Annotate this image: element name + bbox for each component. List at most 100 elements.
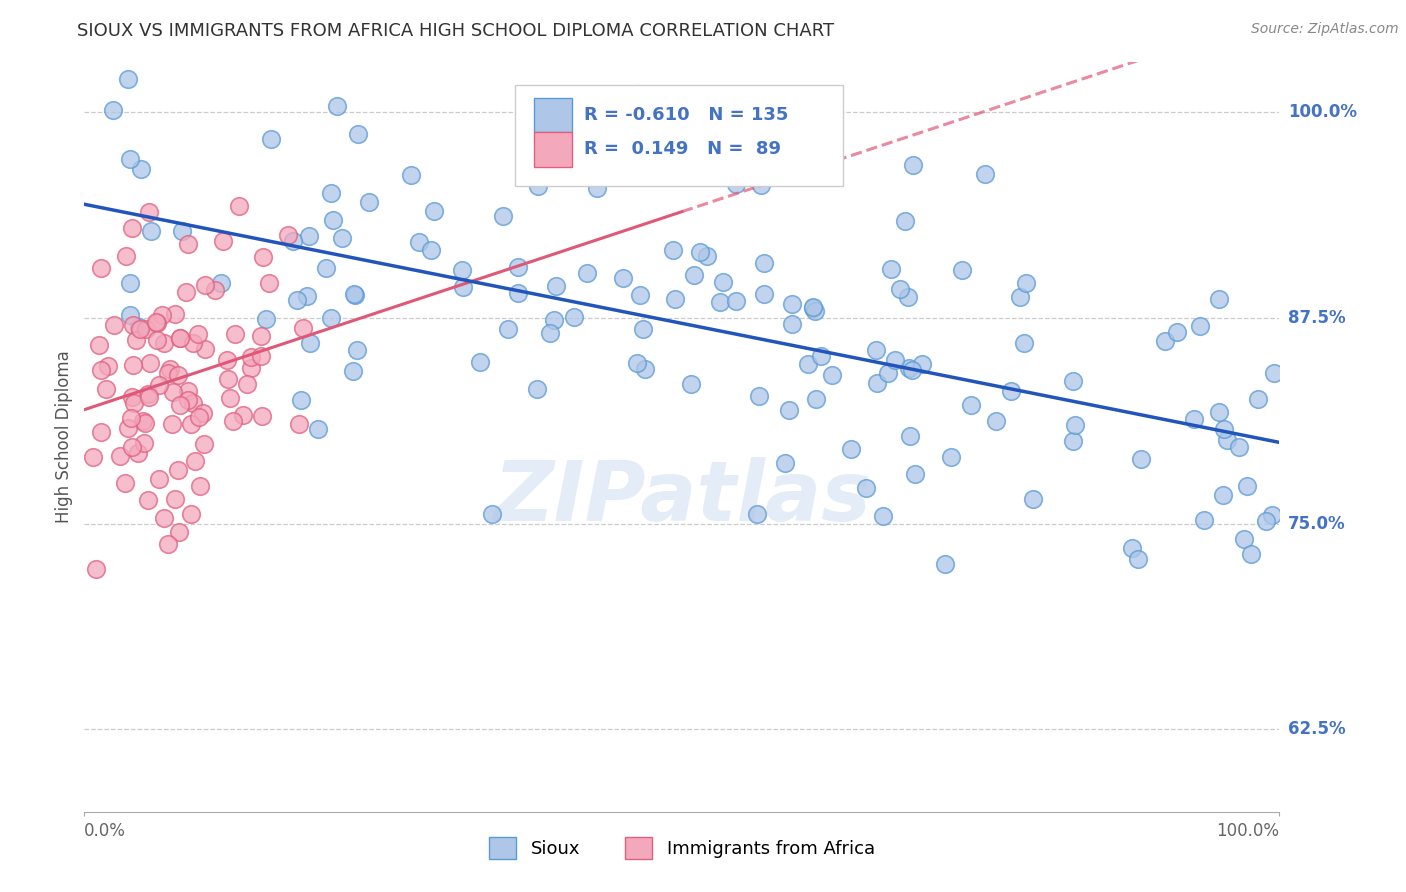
Point [134,417,156,431]
Point [974,167,997,181]
Point [939,450,962,464]
Point [90,363,112,377]
Point [159,361,181,376]
Point [239,351,262,365]
Point [212,234,235,248]
Point [1212,488,1234,502]
Point [232,408,254,422]
Point [249,349,271,363]
Point [724,294,747,309]
Point [1208,292,1230,306]
Point [290,392,312,407]
Point [664,292,686,306]
Point [898,361,921,376]
Point [1212,422,1234,436]
Point [877,367,900,381]
Point [146,333,169,347]
Point [153,510,176,524]
Point [661,243,683,257]
Point [679,376,702,391]
Point [187,326,209,341]
Point [1247,392,1270,407]
Point [773,456,796,470]
Point [90,260,112,275]
Point [174,285,197,299]
Point [145,315,167,329]
Text: 100.0%: 100.0% [1216,822,1279,839]
Point [117,71,139,86]
Text: 100.0%: 100.0% [1288,103,1357,120]
Point [821,368,844,382]
Point [217,372,239,386]
Point [451,280,474,294]
Point [157,537,180,551]
Point [330,231,353,245]
Point [163,492,186,507]
Point [103,318,125,332]
Point [344,288,367,302]
Point [96,359,118,374]
Point [492,209,515,223]
Text: 87.5%: 87.5% [1288,309,1346,326]
Point [170,224,193,238]
Point [1240,547,1263,561]
Point [166,463,188,477]
Point [136,492,159,507]
Point [180,417,202,432]
Point [121,390,143,404]
Point [894,214,917,228]
Point [162,385,184,400]
Point [950,263,973,277]
Point [236,377,259,392]
Point [321,186,343,200]
Point [315,260,337,275]
Point [1130,451,1153,466]
FancyBboxPatch shape [515,85,844,186]
Point [209,276,232,290]
Point [880,262,903,277]
Point [298,228,321,243]
Point [228,199,250,213]
Point [322,212,344,227]
Point [326,99,349,113]
Point [782,317,804,331]
Point [711,275,734,289]
Point [526,382,548,396]
Point [132,436,155,450]
Point [240,360,263,375]
Point [166,368,188,382]
Point [481,507,503,521]
Point [148,377,170,392]
Point [872,508,894,523]
Point [1166,325,1188,339]
Point [94,382,117,396]
Point [260,131,283,145]
Point [118,308,141,322]
Point [1254,514,1277,528]
Point [139,224,162,238]
Point [125,334,148,348]
Text: 0.0%: 0.0% [84,822,127,839]
Point [177,236,200,251]
Point [1121,541,1143,555]
Point [420,243,443,257]
Point [855,481,877,495]
Point [343,286,366,301]
Point [167,524,190,539]
Point [748,389,770,403]
Point [1208,405,1230,419]
Point [139,356,162,370]
Point [1062,375,1084,389]
Point [1064,418,1087,433]
Point [745,507,768,521]
Point [129,162,152,177]
Point [298,336,321,351]
Point [281,234,304,248]
Point [184,453,207,467]
Point [934,557,956,571]
Point [153,335,176,350]
Point [801,301,824,315]
Point [118,276,141,290]
Point [897,290,920,304]
Point [204,284,226,298]
